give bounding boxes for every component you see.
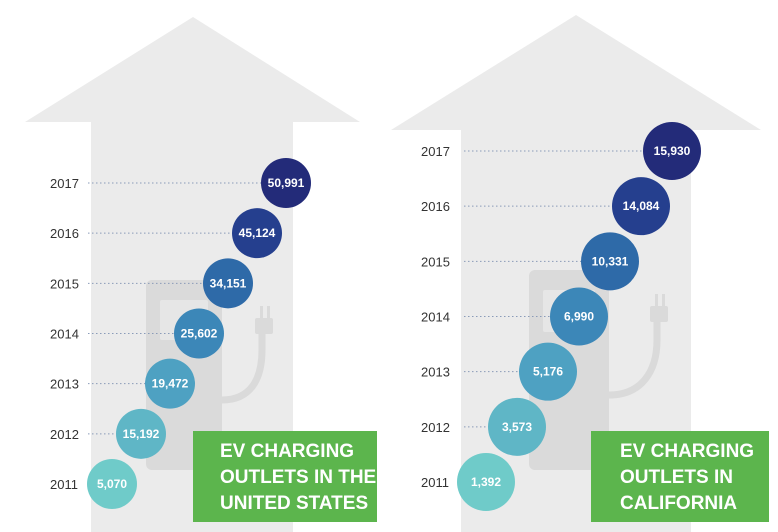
us-year-label: 2012 [50,427,79,442]
us-bubble-value: 5,070 [97,477,127,491]
us-title-line-2: OUTLETS IN THE [220,467,377,488]
ca-bubble-value: 15,930 [654,144,691,158]
ca-bubble-value: 6,990 [564,310,594,324]
ca-bubble [457,453,515,511]
ca-year-label: 2012 [421,420,450,435]
us-bubble-value: 25,602 [181,327,218,341]
us-year-label: 2016 [50,226,79,241]
us-chart: 2011 5,070 2012 15,192 2013 19,472 2014 25,602 2… [25,17,360,532]
ca-bubble-value: 14,084 [623,199,660,213]
us-title-box: EV CHARGING OUTLETS IN THE UNITED STATES [193,431,377,522]
ca-bubble [550,287,608,346]
ca-bubble [488,397,546,456]
ca-bubble [519,342,577,401]
ca-bubble [643,122,701,180]
us-year-label: 2013 [50,377,79,392]
ca-bubble [581,232,639,291]
us-bubble [87,459,137,509]
ca-year-label: 2016 [421,199,450,214]
us-bubble [203,258,253,309]
ca-year-label: 2013 [421,365,450,380]
ca-bubble-value: 1,392 [471,475,501,489]
us-chart-panel: 2011 5,070 2012 15,192 2013 19,472 2014 25,602 2… [25,17,377,532]
us-bubble [174,308,224,359]
us-year-label: 2015 [50,276,79,291]
ca-title-box: EV CHARGING OUTLETS IN CALIFORNIA [591,431,769,522]
us-title-line-1: EV CHARGING [220,441,355,462]
ca-title-line-3: CALIFORNIA [620,493,738,514]
us-bubble [232,208,282,259]
us-bubble [145,358,195,409]
ca-bubble-value: 10,331 [592,254,629,268]
ca-title-line-1: EV CHARGING [620,441,755,462]
us-year-label: 2017 [50,176,79,191]
ca-chart-panel: 2011 1,392 2012 3,573 2013 5,176 2014 6,990 2015… [389,0,778,532]
us-bubble [116,408,166,459]
ca-title-line-2: OUTLETS IN [620,467,733,488]
us-bubble [261,158,311,208]
ca-bubble-value: 3,573 [502,420,532,434]
ca-year-label: 2015 [421,254,450,269]
us-year-label: 2011 [50,477,78,492]
ca-bubble-value: 5,176 [533,365,563,379]
us-chart-marks: 2011 5,070 2012 15,192 2013 19,472 2014 25,602 2… [50,158,311,509]
us-bubble-value: 50,991 [268,176,305,190]
ca-bubble [612,177,670,236]
ca-year-label: 2011 [421,475,449,490]
us-bubble-value: 15,192 [123,427,160,441]
us-bubble-value: 34,151 [210,276,247,290]
ca-year-label: 2014 [421,310,450,325]
up-arrow-shape [25,17,360,532]
ca-chart: 2011 1,392 2012 3,573 2013 5,176 2014 6,990 2015… [391,15,761,532]
ca-year-label: 2017 [421,144,450,159]
us-title-line-3: UNITED STATES [220,493,369,514]
us-year-label: 2014 [50,327,79,342]
us-bubble-value: 19,472 [152,377,189,391]
ca-chart-marks: 2011 1,392 2012 3,573 2013 5,176 2014 6,990 2015… [421,122,701,511]
us-bubble-value: 45,124 [239,226,276,240]
